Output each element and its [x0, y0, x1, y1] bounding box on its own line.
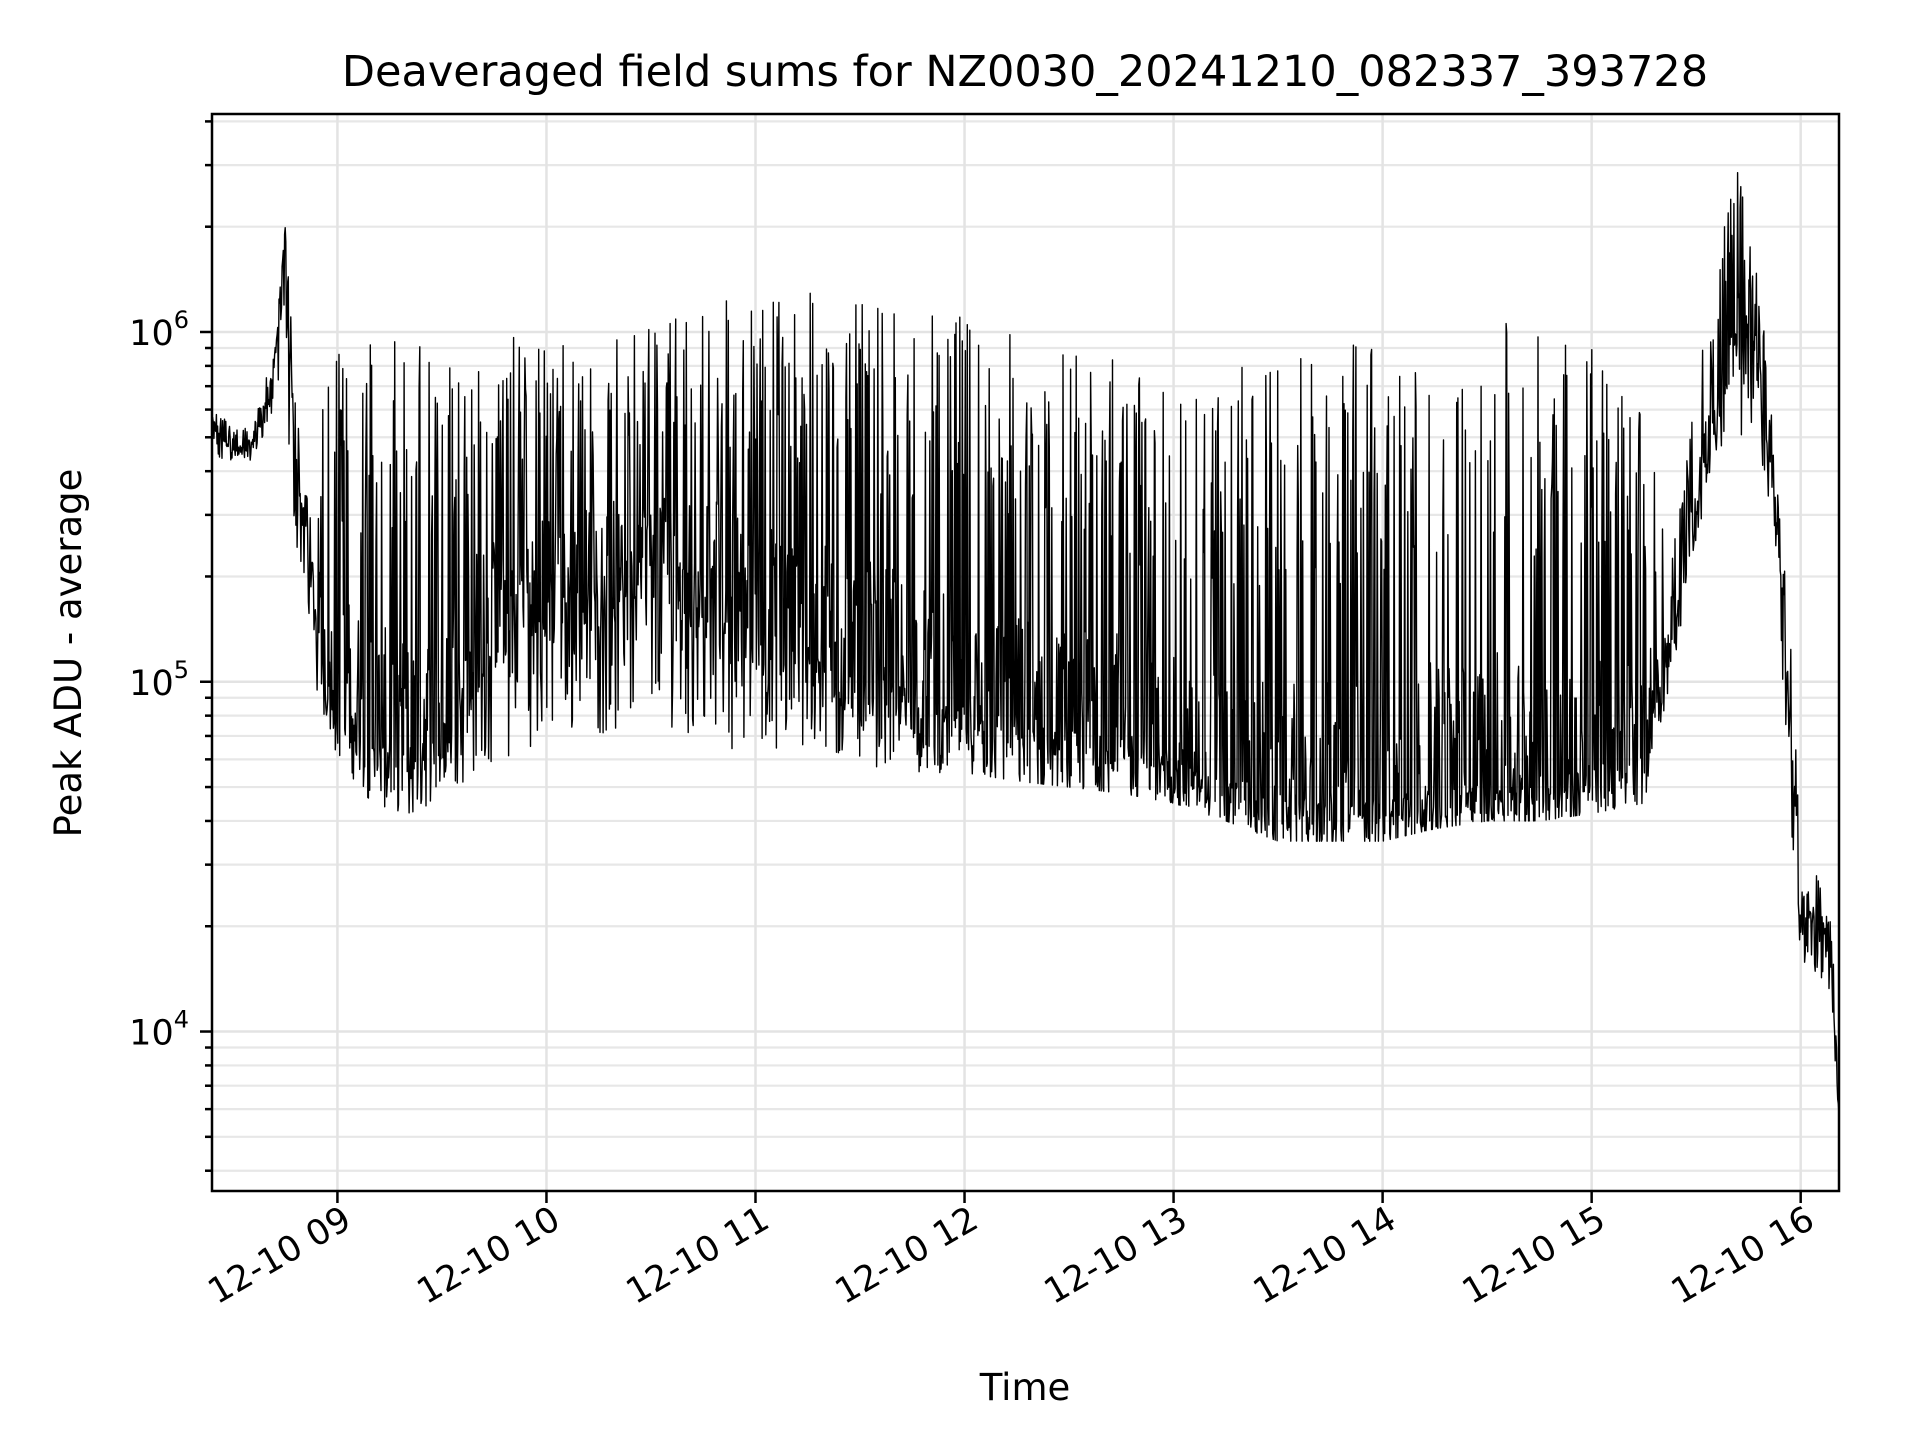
y-axis-label: Peak ADU - average: [47, 469, 90, 838]
x-tick-label: 12-10 09: [202, 1199, 358, 1312]
plot-frame: [210, 112, 1841, 1193]
y-tick-label: 105: [129, 656, 189, 704]
plot-series: [211, 172, 1840, 1114]
x-tick-label: 12-10 15: [1456, 1199, 1612, 1312]
x-tick-label: 12-10 12: [829, 1199, 985, 1312]
x-tick-label: 12-10 11: [620, 1199, 776, 1312]
x-axis-label: Time: [979, 1366, 1071, 1409]
x-tick-label: 12-10 13: [1038, 1199, 1194, 1312]
y-axis: 104 105 106: [129, 120, 212, 1172]
y-tick-label: 104: [129, 1006, 189, 1054]
x-tick-label: 12-10 16: [1665, 1199, 1821, 1312]
x-tick-label: 12-10 14: [1247, 1199, 1403, 1312]
series-line: [211, 172, 1840, 1114]
x-tick-label: 12-10 10: [411, 1199, 567, 1312]
x-axis: 12-10 09 12-10 10 12-10 11 12-10 12 12-10 13…: [202, 1191, 1821, 1312]
y-tick-label: 106: [129, 306, 189, 354]
chart-title: Deaveraged field sums for NZ0030_2024121…: [342, 47, 1708, 97]
